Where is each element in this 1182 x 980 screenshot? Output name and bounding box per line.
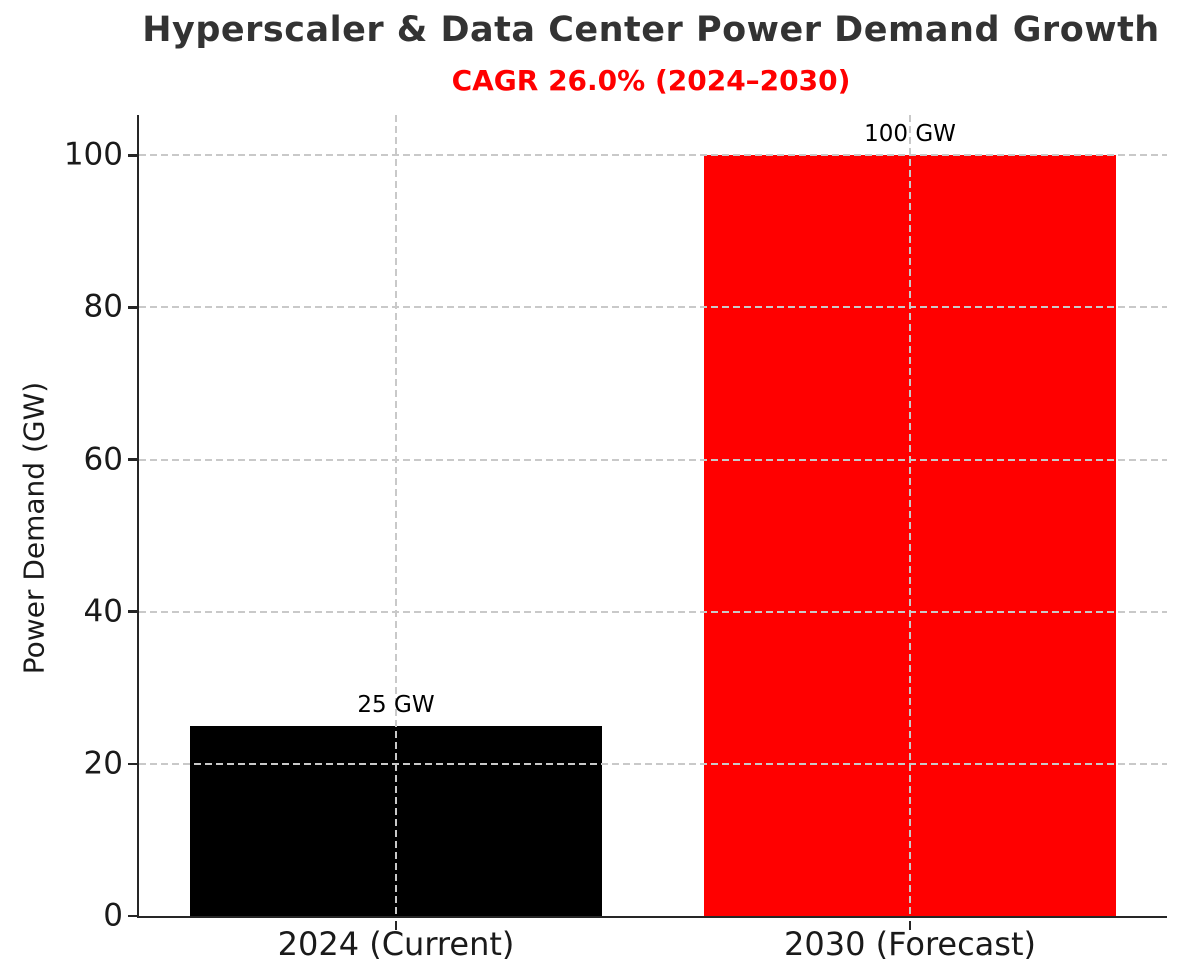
y-tick-label: 40 — [83, 593, 123, 630]
x-tick-mark — [394, 920, 398, 930]
x-tick-label: 2030 (Forecast) — [784, 925, 1036, 963]
y-tick-mark — [128, 762, 137, 766]
y-axis-label: Power Demand (GW) — [17, 381, 51, 675]
plot-area: 0 20 40 60 80 100 2024 (Current) 25 GW 2030 (For… — [64, 115, 1167, 962]
y-tick-mark — [128, 458, 137, 461]
y-tick-mark — [128, 610, 137, 613]
y-tick-mark — [128, 306, 137, 309]
bar-2024-current — [190, 725, 602, 916]
y-tick-label: 20 — [83, 745, 123, 782]
chart-title: Hyperscaler & Data Center Power Demand G… — [142, 10, 1160, 50]
bar-value-label: 100 GW — [864, 121, 956, 148]
bar-2030-forecast — [704, 155, 1116, 916]
y-tick-label: 60 — [83, 441, 123, 478]
x-tick-mark — [908, 920, 912, 930]
x-tick-label: 2024 (Current) — [277, 925, 515, 963]
bar-value-label: 25 GW — [357, 691, 435, 718]
y-tick-label: 80 — [83, 288, 123, 325]
chart-subtitle: CAGR 26.0% (2024–2030) — [451, 64, 851, 97]
y-tick-label: 0 — [103, 897, 123, 934]
y-tick-mark — [128, 154, 137, 157]
y-tick-mark — [128, 914, 137, 918]
y-tick-label: 100 — [63, 136, 123, 173]
